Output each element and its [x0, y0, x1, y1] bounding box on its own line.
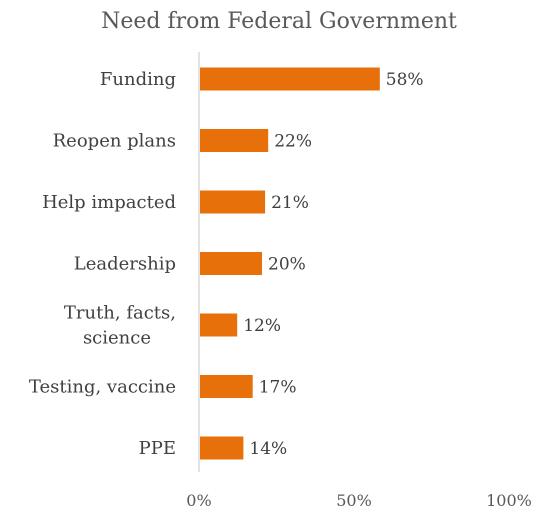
data-label: 20% — [268, 255, 306, 275]
bar — [200, 190, 266, 214]
bar — [200, 67, 380, 91]
data-label: 17% — [259, 378, 297, 398]
category-label: Funding — [100, 69, 176, 90]
category-labels-group: Funding Reopen plans Help impacted Leadersh… — [29, 69, 176, 459]
x-tick-label: 100% — [486, 491, 532, 510]
bar — [200, 313, 238, 337]
chart-title: Need from Federal Government — [101, 9, 457, 34]
category-label: Truth, facts, science — [64, 303, 176, 349]
x-axis-tick-labels: 0% 50% 100% — [186, 491, 532, 510]
data-label: 14% — [249, 439, 287, 459]
data-label: 21% — [271, 193, 309, 213]
data-label: 58% — [386, 70, 424, 90]
x-tick-label: 0% — [186, 491, 211, 510]
data-label: 22% — [274, 132, 312, 152]
bars-group — [200, 67, 380, 460]
x-tick-label: 50% — [336, 491, 372, 510]
data-labels-group: 58% 22% 21% 20% 12% 17% 14% — [243, 70, 423, 459]
category-label: Testing, vaccine — [29, 377, 176, 398]
bar — [200, 375, 253, 398]
category-label: Reopen plans — [53, 131, 176, 152]
bar — [200, 436, 244, 460]
bar — [200, 129, 269, 152]
category-label: PPE — [139, 438, 176, 459]
category-label: Help impacted — [42, 192, 176, 213]
bar — [200, 252, 262, 275]
category-label: Leadership — [74, 254, 176, 275]
data-label: 12% — [243, 316, 281, 336]
